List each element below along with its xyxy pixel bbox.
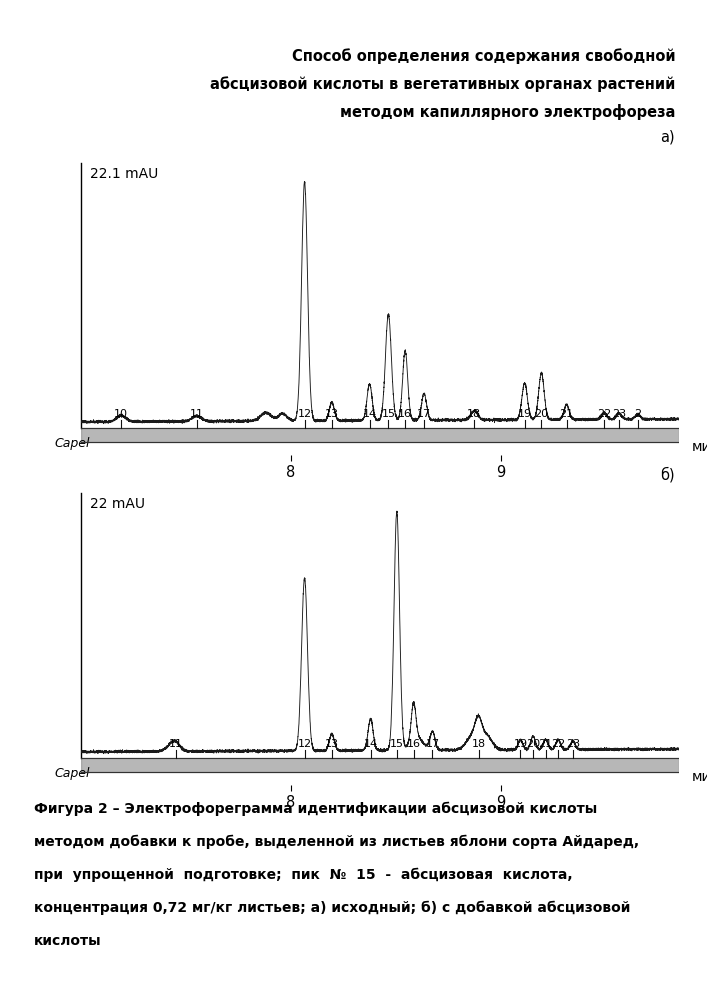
Text: 18: 18 xyxy=(472,739,486,749)
Text: 2: 2 xyxy=(634,409,641,419)
Text: мин: мин xyxy=(691,440,707,454)
Text: 22: 22 xyxy=(551,739,566,749)
Text: 16: 16 xyxy=(407,739,421,749)
Text: 13: 13 xyxy=(325,739,339,749)
Text: 18: 18 xyxy=(467,409,481,419)
Text: Capel: Capel xyxy=(54,437,90,450)
Text: б): б) xyxy=(660,467,675,483)
Text: 23: 23 xyxy=(612,409,626,419)
Text: концентрация 0,72 мг/кг листьев; а) исходный; б) с добавкой абсцизовой: концентрация 0,72 мг/кг листьев; а) исхо… xyxy=(34,901,631,915)
Text: 22: 22 xyxy=(597,409,612,419)
Text: а): а) xyxy=(660,130,675,145)
Text: методом добавки к пробе, выделенной из листьев яблони сорта Айдаред,: методом добавки к пробе, выделенной из л… xyxy=(34,835,639,849)
Text: 14: 14 xyxy=(363,739,378,749)
Text: Способ определения содержания свободной: Способ определения содержания свободной xyxy=(291,48,675,64)
Text: 13: 13 xyxy=(325,409,339,419)
Text: 16: 16 xyxy=(398,409,412,419)
Text: методом капиллярного электрофореза: методом капиллярного электрофореза xyxy=(340,104,675,120)
Text: 12: 12 xyxy=(298,409,312,419)
Text: 14: 14 xyxy=(363,409,377,419)
Bar xyxy=(81,428,679,442)
Text: 20: 20 xyxy=(534,409,549,419)
Text: 12: 12 xyxy=(298,739,312,749)
Text: абсцизовой кислоты в вегетативных органах растений: абсцизовой кислоты в вегетативных органа… xyxy=(210,76,675,92)
Text: 10: 10 xyxy=(114,409,128,419)
Text: 17: 17 xyxy=(417,409,431,419)
Text: 11: 11 xyxy=(169,739,182,749)
Text: 15: 15 xyxy=(381,409,395,419)
Text: 15: 15 xyxy=(390,739,404,749)
Text: Capel: Capel xyxy=(54,767,90,780)
Text: 20: 20 xyxy=(526,739,540,749)
Text: мин: мин xyxy=(691,770,707,784)
Text: 23: 23 xyxy=(566,739,580,749)
Text: 19: 19 xyxy=(518,409,532,419)
Text: 22 mAU: 22 mAU xyxy=(90,497,145,511)
Text: 21: 21 xyxy=(539,739,553,749)
Text: 19: 19 xyxy=(513,739,527,749)
Text: Фигура 2 – Электрофореграмма идентификации абсцизовой кислоты: Фигура 2 – Электрофореграмма идентификац… xyxy=(34,802,597,816)
Text: 17: 17 xyxy=(426,739,440,749)
Text: 22.1 mAU: 22.1 mAU xyxy=(90,167,158,181)
Text: при  упрощенной  подготовке;  пик  №  15  -  абсцизовая  кислота,: при упрощенной подготовке; пик № 15 - аб… xyxy=(34,868,573,882)
Text: кислоты: кислоты xyxy=(34,934,102,948)
Bar xyxy=(81,758,679,772)
Text: 11: 11 xyxy=(189,409,204,419)
Text: 21: 21 xyxy=(559,409,573,419)
